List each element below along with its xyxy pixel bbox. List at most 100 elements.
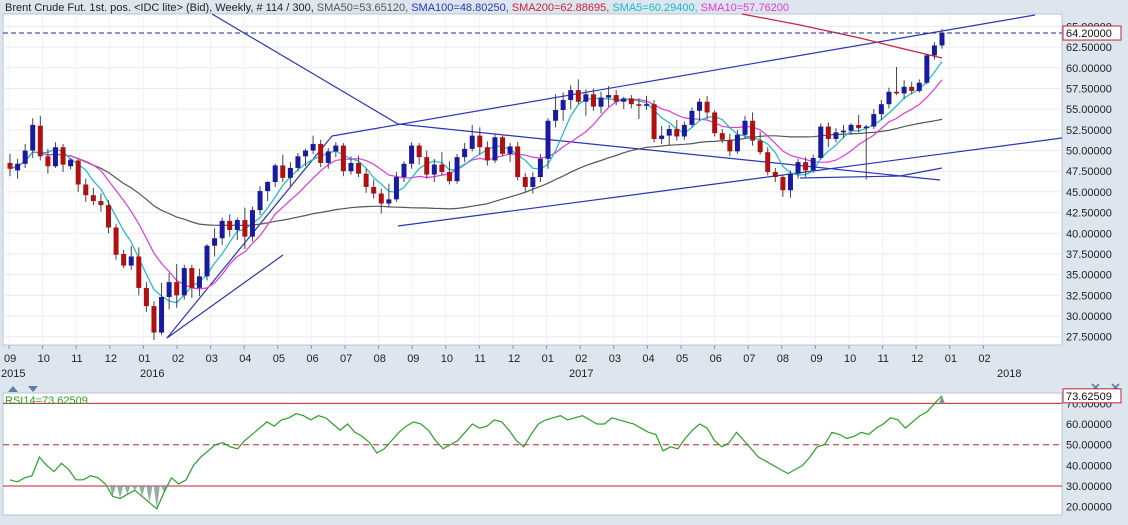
- candle-body[interactable]: [939, 33, 945, 46]
- candle-body[interactable]: [818, 126, 824, 158]
- candle-body[interactable]: [242, 220, 248, 237]
- candle-body[interactable]: [98, 201, 104, 206]
- candle-body[interactable]: [189, 268, 195, 288]
- candle-body[interactable]: [318, 143, 324, 163]
- candle-body[interactable]: [537, 158, 543, 178]
- candle-body[interactable]: [560, 100, 566, 110]
- candle-body[interactable]: [454, 157, 460, 182]
- candle-body[interactable]: [522, 177, 528, 187]
- candle-body[interactable]: [424, 157, 430, 175]
- candle-body[interactable]: [204, 245, 210, 277]
- candle-body[interactable]: [712, 112, 718, 134]
- candle-body[interactable]: [280, 165, 286, 178]
- candle-body[interactable]: [500, 137, 506, 154]
- trend-line[interactable]: [397, 123, 941, 181]
- candle-body[interactable]: [386, 199, 392, 204]
- expand-up-icon[interactable]: [8, 386, 18, 392]
- trend-line[interactable]: [331, 14, 1036, 137]
- candle-body[interactable]: [750, 120, 756, 141]
- candle-body[interactable]: [181, 268, 187, 296]
- candle-body[interactable]: [628, 98, 634, 105]
- candle-body[interactable]: [613, 95, 619, 102]
- candle-body[interactable]: [325, 151, 331, 163]
- candle-body[interactable]: [401, 163, 407, 178]
- candle-body[interactable]: [477, 135, 483, 148]
- collapse-down-icon[interactable]: [28, 386, 38, 392]
- candle-body[interactable]: [340, 145, 346, 172]
- candle-body[interactable]: [621, 98, 627, 102]
- candle-body[interactable]: [507, 146, 513, 154]
- candle-body[interactable]: [30, 124, 36, 151]
- trend-line[interactable]: [397, 137, 1063, 227]
- candle-body[interactable]: [128, 256, 134, 266]
- candle-body[interactable]: [7, 162, 13, 169]
- candle-body[interactable]: [272, 165, 278, 182]
- candle-body[interactable]: [136, 256, 142, 288]
- candle-body[interactable]: [295, 156, 301, 168]
- candle-body[interactable]: [575, 90, 581, 102]
- candle-body[interactable]: [689, 110, 695, 125]
- candle-body[interactable]: [674, 129, 680, 137]
- candle-body[interactable]: [810, 157, 816, 171]
- candle-body[interactable]: [166, 282, 172, 298]
- candle-body[interactable]: [931, 45, 937, 56]
- trend-lines[interactable]: [166, 13, 1063, 339]
- candle-body[interactable]: [659, 135, 665, 139]
- candle-body[interactable]: [606, 95, 612, 98]
- candle-body[interactable]: [159, 297, 165, 333]
- candle-body[interactable]: [234, 220, 240, 230]
- candle-body[interactable]: [174, 282, 180, 296]
- trend-line[interactable]: [166, 254, 284, 339]
- candle-body[interactable]: [765, 152, 771, 173]
- candle-body[interactable]: [704, 101, 710, 113]
- candle-body[interactable]: [431, 164, 437, 175]
- candle-body[interactable]: [856, 124, 862, 129]
- candle-body[interactable]: [446, 172, 452, 182]
- candle-body[interactable]: [37, 125, 43, 157]
- candle-body[interactable]: [553, 109, 559, 121]
- trend-line[interactable]: [166, 135, 333, 339]
- candle-body[interactable]: [734, 134, 740, 152]
- candle-body[interactable]: [772, 172, 778, 178]
- candle-body[interactable]: [45, 156, 51, 167]
- candle-body[interactable]: [780, 177, 786, 191]
- candle-body[interactable]: [697, 101, 703, 111]
- candle-body[interactable]: [462, 148, 468, 158]
- candle-body[interactable]: [803, 162, 809, 171]
- candle-body[interactable]: [249, 210, 255, 237]
- candle-body[interactable]: [666, 129, 672, 136]
- candle-body[interactable]: [901, 86, 907, 94]
- candle-body[interactable]: [143, 287, 149, 307]
- candle-body[interactable]: [227, 220, 233, 230]
- candle-body[interactable]: [681, 124, 687, 137]
- candle-body[interactable]: [303, 150, 309, 157]
- candle-body[interactable]: [257, 191, 263, 211]
- candle-body[interactable]: [871, 114, 877, 127]
- candle-body[interactable]: [742, 120, 748, 135]
- candle-body[interactable]: [568, 90, 574, 101]
- candle-body[interactable]: [15, 163, 21, 171]
- candle-body[interactable]: [916, 82, 922, 91]
- candle-body[interactable]: [469, 135, 475, 149]
- candle-body[interactable]: [590, 94, 596, 107]
- candle-body[interactable]: [795, 162, 801, 174]
- candle-body[interactable]: [265, 181, 271, 192]
- candle-body[interactable]: [52, 147, 58, 167]
- candle-body[interactable]: [651, 104, 657, 139]
- candle-body[interactable]: [878, 104, 884, 115]
- candle-body[interactable]: [83, 184, 89, 196]
- candle-body[interactable]: [310, 143, 316, 151]
- candle-body[interactable]: [22, 150, 28, 164]
- candle-body[interactable]: [484, 147, 490, 161]
- candle-body[interactable]: [886, 91, 892, 105]
- candle-body[interactable]: [848, 124, 854, 131]
- candle-body[interactable]: [121, 253, 127, 266]
- candle-body[interactable]: [757, 140, 763, 153]
- candle-body[interactable]: [113, 227, 119, 255]
- candle-body[interactable]: [196, 276, 202, 288]
- candle-body[interactable]: [356, 162, 362, 174]
- candle-body[interactable]: [151, 306, 157, 333]
- candle-body[interactable]: [924, 55, 930, 83]
- candle-body[interactable]: [909, 86, 915, 91]
- candle-body[interactable]: [363, 173, 369, 187]
